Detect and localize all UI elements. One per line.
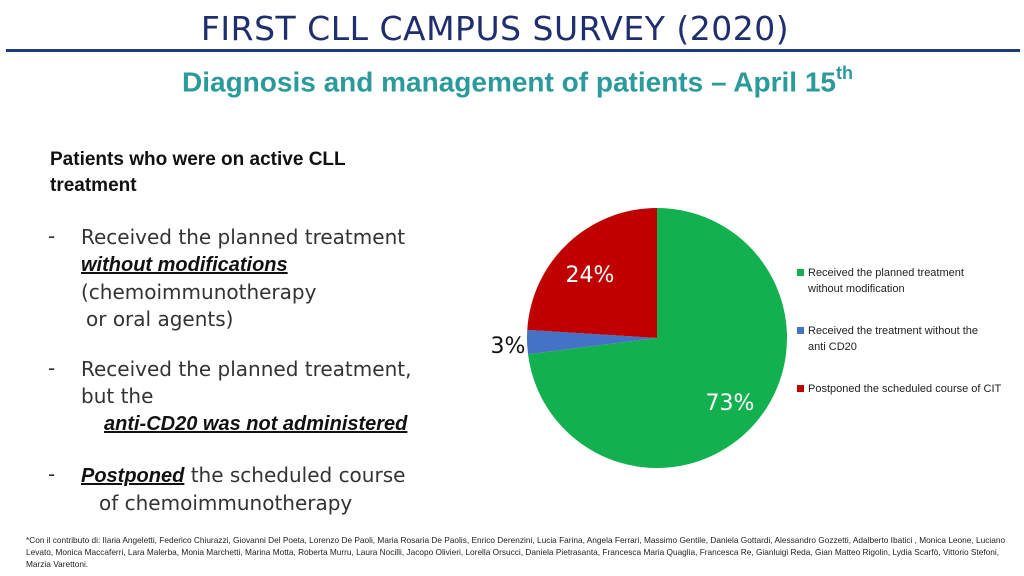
pie-data-label-3: 24% — [566, 263, 615, 288]
subtitle-text: Diagnosis and management of patients – A… — [182, 66, 836, 98]
item2-line-2: but the — [81, 384, 154, 408]
pie-data-label-2: 3% — [491, 334, 526, 359]
pie-slice-1 — [528, 208, 787, 469]
item1-line-1: Received the planned treatment — [81, 225, 406, 249]
legend-item-3: Postponed the scheduled course of CIT — [797, 381, 1018, 397]
pie-slice-2 — [527, 329, 657, 355]
list-item-2: Received the planned treatment, but the … — [81, 356, 471, 438]
section-heading-line-2: treatment — [50, 175, 137, 196]
legend-item-2-line-1: Received the treatment without the — [808, 325, 978, 337]
list-item-1: Received the planned treatment without m… — [81, 224, 461, 333]
legend-item-2: Received the treatment without the anti … — [797, 323, 1018, 355]
item1-emphasis: without modifications — [81, 254, 288, 276]
legend-swatch-2 — [797, 327, 804, 334]
legend-item-1-line-1: Received the planned treatment — [808, 267, 964, 279]
section-heading: Patients who were on active CLL treatmen… — [50, 147, 430, 199]
footnote-contributors: *Con il contributo di: Ilaria Angeletti,… — [26, 535, 1006, 569]
legend-swatch-3 — [797, 385, 804, 392]
section-heading-line-1: Patients who were on active CLL — [50, 149, 346, 170]
list-item-3: Postponed the scheduled course of chemoi… — [81, 462, 471, 517]
legend-swatch-1 — [797, 269, 804, 276]
legend-item-1-line-2: without modification — [808, 283, 905, 295]
legend-item-3-line-1: Postponed the scheduled course of CIT — [808, 383, 1002, 395]
pie-slice-3 — [527, 208, 657, 338]
item3-line-1-rest: the scheduled course — [184, 463, 406, 487]
legend-item-2-line-2: anti CD20 — [808, 341, 857, 353]
title-divider — [6, 49, 1020, 52]
item3-emphasis: Postponed — [81, 465, 185, 487]
item2-emphasis: anti-CD20 was not administered — [104, 413, 408, 435]
bullet-dash-3: - — [48, 462, 56, 486]
legend-item-1: Received the planned treatment without m… — [797, 265, 1018, 297]
bullet-dash-1: - — [48, 224, 56, 248]
pie-data-label-1: 73% — [706, 391, 755, 416]
page-subtitle: Diagnosis and management of patients – A… — [182, 63, 853, 98]
subtitle-superscript: th — [836, 63, 853, 83]
page-title: FIRST CLL CAMPUS SURVEY (2020) — [200, 9, 790, 48]
bullet-dash-2: - — [48, 356, 56, 380]
item1-line-4: or oral agents) — [86, 307, 234, 331]
item2-line-1: Received the planned treatment, — [81, 357, 412, 381]
item3-line-2: of chemoimmunotherapy — [99, 491, 353, 515]
item1-line-3: (chemoimmunotherapy — [81, 280, 317, 304]
